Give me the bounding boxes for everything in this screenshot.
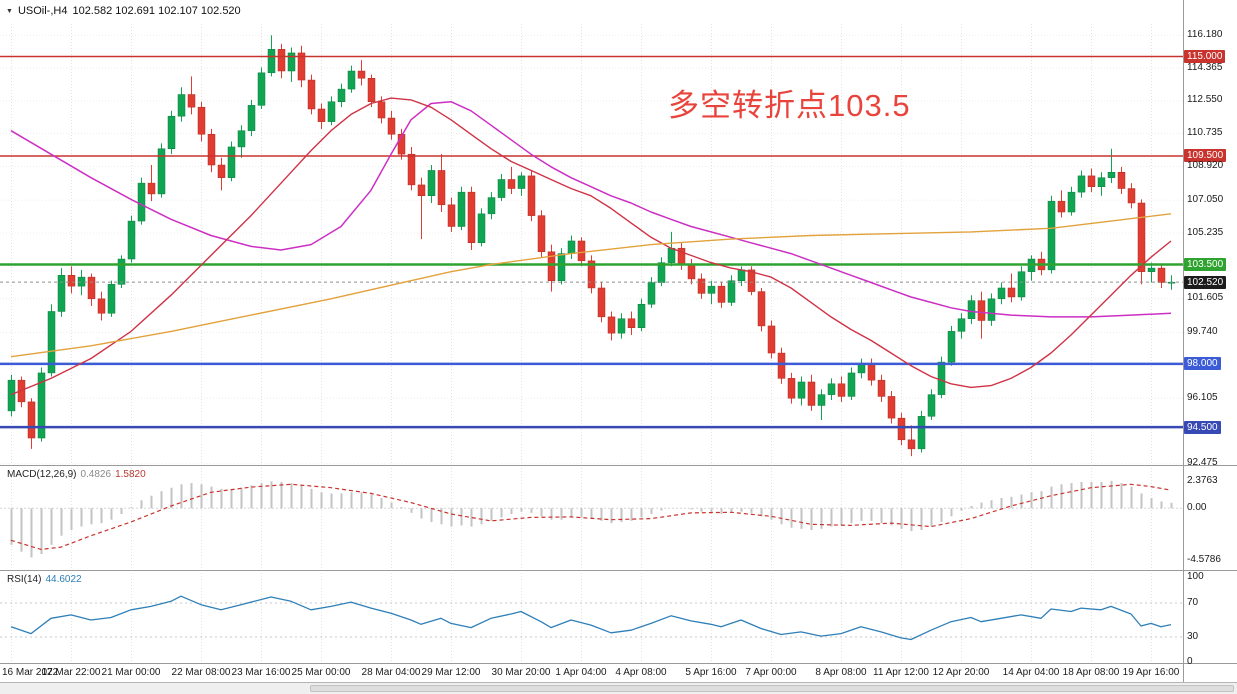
grid-layer xyxy=(0,24,1183,663)
macd-indicator-label: MACD(12,26,9) 0.4826 1.5820 xyxy=(7,469,146,480)
scrollbar-thumb[interactable] xyxy=(310,685,1234,692)
time-axis-label: 19 Apr 16:00 xyxy=(1122,667,1180,678)
hline-price-label: 98.000 xyxy=(1184,357,1221,371)
macd-main-value: 0.4826 xyxy=(80,469,112,480)
rsi-indicator-label: RSI(14) 44.6022 xyxy=(7,574,82,585)
current-price-label: 102.520 xyxy=(1184,275,1227,289)
time-axis-label: 12 Apr 20:00 xyxy=(932,667,990,678)
time-axis-label: 7 Apr 00:00 xyxy=(745,667,797,678)
rsi-scale-label: 100 xyxy=(1187,571,1204,582)
macd-name: MACD(12,26,9) xyxy=(7,469,77,480)
macd-scale-label: 0.00 xyxy=(1187,501,1207,513)
candles-layer xyxy=(7,35,1176,457)
time-axis-label: 4 Apr 08:00 xyxy=(615,667,667,678)
horizontal-lines-layer xyxy=(0,55,1183,429)
price-tick-label: 96.105 xyxy=(1187,391,1218,403)
hline-price-label: 94.500 xyxy=(1184,420,1221,434)
time-axis-label: 29 Mar 12:00 xyxy=(421,667,481,678)
time-axis-label: 17 Mar 22:00 xyxy=(41,667,101,678)
price-tick-label: 99.740 xyxy=(1187,325,1218,337)
ma-red xyxy=(10,97,1172,396)
price-tick-label: 108.920 xyxy=(1187,159,1224,171)
rsi-value: 44.6022 xyxy=(45,574,82,585)
time-axis-label: 1 Apr 04:00 xyxy=(555,667,607,678)
price-tick-label: 92.475 xyxy=(1187,457,1218,469)
hline-price-label: 115.000 xyxy=(1184,50,1226,64)
time-axis-label: 18 Apr 08:00 xyxy=(1062,667,1120,678)
time-axis-label: 16 Mar 2022 xyxy=(2,667,59,678)
price-tick-label: 107.050 xyxy=(1187,193,1224,205)
ohlc-values: 102.582 102.691 102.107 102.520 xyxy=(72,5,241,17)
time-axis-label: 28 Mar 04:00 xyxy=(361,667,421,678)
price-tick-label: 116.180 xyxy=(1187,28,1223,40)
hline-price-label: 103.500 xyxy=(1184,257,1227,271)
macd-layer xyxy=(10,480,1173,558)
price-tick-label: 101.605 xyxy=(1187,292,1224,304)
hline-price-label: 109.500 xyxy=(1184,149,1227,163)
rsi-scale-label: 70 xyxy=(1187,596,1199,608)
time-axis-label: 11 Apr 12:00 xyxy=(873,667,929,678)
time-axis-label: 8 Apr 08:00 xyxy=(815,667,867,678)
macd-scale-label: 2.3763 xyxy=(1187,474,1218,486)
price-tick-label: 110.735 xyxy=(1187,127,1223,139)
price-tick-label: 105.235 xyxy=(1187,226,1224,238)
rsi-name: RSI(14) xyxy=(7,574,42,585)
rsi-layer xyxy=(10,595,1172,641)
chart-annotation-text: 多空转折点103.5 xyxy=(668,88,911,123)
ma-orange xyxy=(10,213,1172,358)
moving-averages-layer xyxy=(10,97,1172,396)
rsi-scale-label: 0 xyxy=(1187,656,1193,667)
ma-magenta xyxy=(10,100,1172,318)
time-axis-label: 14 Apr 04:00 xyxy=(1002,667,1060,678)
horizontal-scrollbar[interactable] xyxy=(0,682,1237,694)
symbol-period-label: USOil-,H4 xyxy=(17,5,68,17)
symbol-dropdown-icon[interactable]: ▼ xyxy=(6,7,13,15)
time-axis-label: 23 Mar 16:00 xyxy=(231,667,291,678)
time-axis-label: 5 Apr 16:00 xyxy=(685,667,737,678)
macd-scale-label: -4.5786 xyxy=(1187,554,1221,566)
chart-title: ▼ USOil-,H4 102.582 102.691 102.107 102.… xyxy=(6,5,241,17)
time-axis-label: 21 Mar 00:00 xyxy=(101,667,161,678)
price-tick-label: 114.365 xyxy=(1187,61,1223,73)
macd-signal-value: 1.5820 xyxy=(115,469,146,480)
time-axis-label: 25 Mar 00:00 xyxy=(291,667,351,678)
time-axis-label: 30 Mar 20:00 xyxy=(491,667,551,678)
time-axis-label: 22 Mar 08:00 xyxy=(171,667,231,678)
rsi-scale-label: 30 xyxy=(1187,630,1199,642)
price-tick-label: 112.550 xyxy=(1187,94,1223,106)
